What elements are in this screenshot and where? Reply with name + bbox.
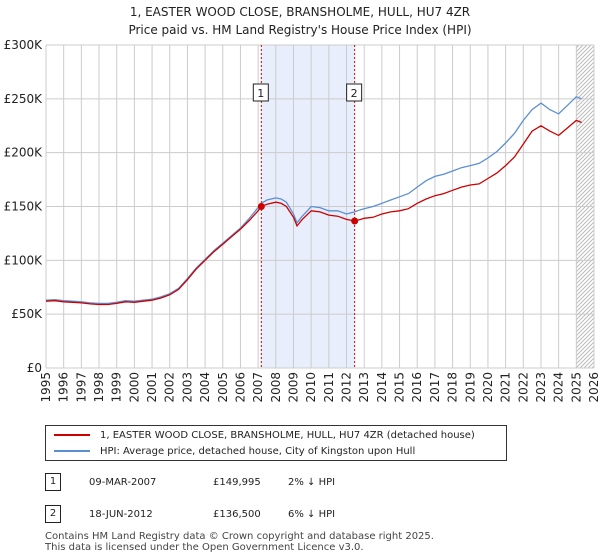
x-tick-label: 1998: [92, 372, 106, 403]
transaction-date: 18-JUN-2012: [89, 509, 153, 520]
sale-marker-badge: [252, 83, 269, 102]
x-tick-label: 2014: [375, 372, 389, 403]
transaction-row: 1 09-MAR-2007 £149,995 2% ↓ HPI: [45, 473, 345, 493]
y-tick-label: £200K: [4, 146, 44, 160]
legend: 1, EASTER WOOD CLOSE, BRANSHOLME, HULL, …: [45, 425, 507, 461]
footer-copyright: Contains HM Land Registry data © Crown c…: [45, 531, 434, 542]
x-tick-label: 2023: [534, 372, 548, 403]
x-tick-label: 2020: [481, 372, 495, 403]
footer: Contains HM Land Registry data © Crown c…: [45, 531, 434, 553]
x-tick-label: 2026: [587, 372, 600, 403]
legend-swatch-hpi: [54, 450, 90, 452]
sale-marker-label: 1: [257, 87, 264, 100]
x-tick-label: 2002: [163, 372, 177, 403]
x-tick-label: 1997: [74, 372, 88, 403]
x-tick-label: 2008: [269, 372, 283, 403]
x-tick-label: 2001: [145, 372, 159, 403]
x-tick-label: 1996: [57, 372, 71, 403]
x-tick-label: 2000: [127, 372, 141, 403]
x-tick-label: 2012: [340, 372, 354, 403]
x-tick-label: 2006: [233, 372, 247, 403]
sale-point-marker: [351, 217, 359, 225]
x-tick-label: 2021: [499, 372, 513, 403]
chart-title: 1, EASTER WOOD CLOSE, BRANSHOLME, HULL, …: [130, 5, 470, 19]
x-tick-label: 2004: [198, 372, 212, 403]
price-chart: 1, EASTER WOOD CLOSE, BRANSHOLME, HULL, …: [4, 5, 600, 403]
x-tick-label: 2013: [357, 372, 371, 403]
transaction-badge: 2: [45, 505, 61, 523]
x-tick-label: 2009: [286, 372, 300, 403]
x-tick-label: 1999: [110, 372, 124, 403]
transaction-hpi-diff: 6% ↓ HPI: [288, 509, 336, 520]
x-tick-label: 1995: [39, 372, 53, 403]
legend-label-property: 1, EASTER WOOD CLOSE, BRANSHOLME, HULL, …: [100, 430, 475, 441]
y-tick-label: £250K: [4, 92, 44, 106]
footer-licence: This data is licensed under the Open Gov…: [45, 542, 364, 553]
legend-item-property: 1, EASTER WOOD CLOSE, BRANSHOLME, HULL, …: [54, 428, 475, 444]
y-tick-label: £300K: [4, 38, 44, 52]
legend-label-hpi: HPI: Average price, detached house, City…: [100, 446, 416, 457]
x-tick-label: 2016: [410, 372, 424, 403]
y-tick-label: £100K: [4, 253, 44, 267]
legend-item-hpi: HPI: Average price, detached house, City…: [54, 444, 415, 460]
x-tick-label: 2018: [446, 372, 460, 403]
legend-swatch-property: [54, 434, 90, 436]
x-tick-label: 2007: [251, 372, 265, 403]
sale-marker-label: 2: [351, 87, 358, 100]
x-tick-label: 2003: [180, 372, 194, 403]
chart-subtitle: Price paid vs. HM Land Registry's House …: [128, 23, 471, 37]
y-tick-label: £50K: [11, 307, 43, 321]
y-tick-label: £0: [27, 361, 42, 375]
transaction-hpi-diff: 2% ↓ HPI: [288, 477, 336, 488]
transaction-price: £136,500: [213, 509, 261, 520]
sale-point-marker: [257, 203, 265, 211]
x-tick-label: 2024: [552, 372, 566, 403]
x-tick-label: 2011: [322, 372, 336, 403]
transaction-price: £149,995: [213, 477, 261, 488]
transaction-row: 2 18-JUN-2012 £136,500 6% ↓ HPI: [45, 505, 345, 525]
x-tick-label: 2005: [216, 372, 230, 403]
x-tick-label: 2022: [516, 372, 530, 403]
x-tick-label: 2010: [304, 372, 318, 403]
property-series-line: [45, 119, 582, 306]
x-tick-label: 2015: [393, 372, 407, 403]
sale-marker-badge: [346, 83, 363, 102]
x-tick-label: 2017: [428, 372, 442, 403]
transaction-date: 09-MAR-2007: [89, 477, 157, 488]
x-tick-label: 2019: [463, 372, 477, 403]
x-tick-label: 2025: [569, 372, 583, 403]
y-tick-label: £150K: [4, 200, 44, 214]
transaction-badge: 1: [45, 473, 61, 491]
hpi-series-line: [45, 95, 582, 305]
